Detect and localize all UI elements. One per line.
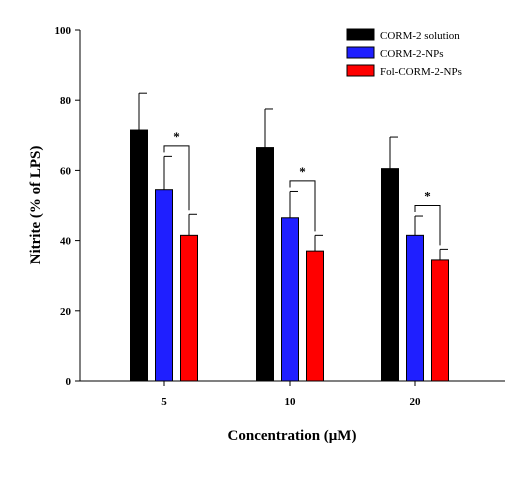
y-tick-label: 0 [66, 376, 72, 388]
legend-swatch [346, 64, 375, 77]
bar [306, 250, 324, 382]
legend-label: Fol-CORM-2-NPs [380, 66, 462, 78]
bar [381, 168, 399, 382]
y-tick-label: 40 [60, 236, 72, 248]
x-tick-label: 20 [410, 396, 422, 408]
significance-label: * [424, 189, 431, 204]
significance-bracket [289, 180, 316, 232]
y-ticks: 0 20 40 60 80 100 [55, 25, 80, 388]
legend-swatch [346, 46, 375, 59]
y-tick-label: 20 [60, 306, 72, 318]
y-axis-title: Nitrite (% of LPS) [28, 146, 44, 265]
bar [256, 147, 274, 382]
bars [130, 92, 449, 382]
significance-markers: * * * [163, 129, 441, 246]
significance-bracket [163, 145, 190, 211]
x-axis-title: Concentration (μM) [228, 428, 357, 444]
significance-bracket [414, 205, 441, 246]
legend: CORM-2 solution CORM-2-NPs Fol-CORM-2-NPs [346, 28, 462, 78]
bar [406, 234, 424, 382]
bar [155, 189, 173, 382]
y-tick-label: 100 [55, 25, 72, 37]
bar [130, 129, 148, 382]
legend-swatch [346, 28, 375, 41]
significance-label: * [299, 164, 306, 179]
x-tick-label: 5 [161, 396, 167, 408]
axes: 0 20 40 60 80 100 5 10 20 [55, 25, 505, 408]
bar [431, 259, 449, 382]
x-ticks: 5 10 20 [161, 381, 421, 408]
bar [180, 234, 198, 382]
x-tick-label: 10 [285, 396, 297, 408]
legend-label: CORM-2 solution [380, 30, 460, 42]
legend-label: CORM-2-NPs [380, 48, 444, 60]
y-tick-label: 80 [60, 95, 72, 107]
y-tick-label: 60 [60, 165, 72, 177]
bar [281, 217, 299, 382]
significance-label: * [173, 129, 180, 144]
